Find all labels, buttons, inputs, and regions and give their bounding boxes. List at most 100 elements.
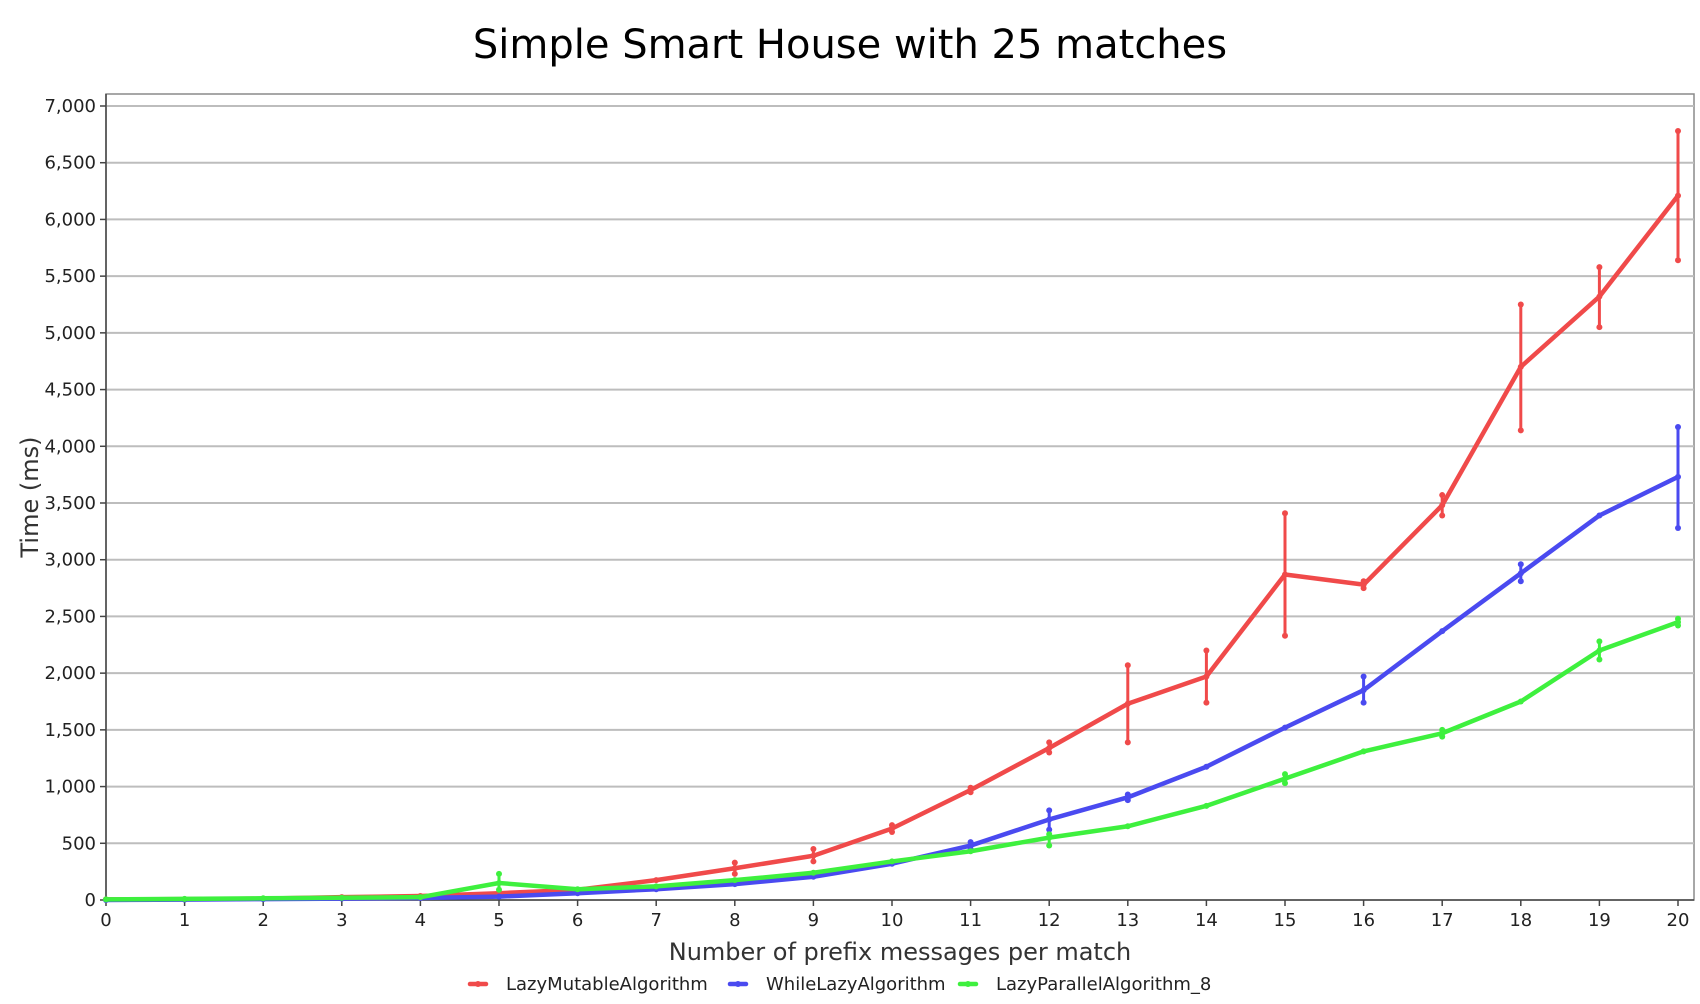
data-point-0-15 [1282, 571, 1288, 578]
data-point-0-7 [653, 877, 660, 884]
x-tick-label-20: 20 [1667, 910, 1690, 931]
x-tick-label-16: 16 [1352, 910, 1375, 931]
legend-label-1: WhileLazyAlgorithm [766, 974, 946, 995]
plot-area [105, 93, 1695, 901]
x-tick-label-13: 13 [1116, 910, 1139, 931]
chart-title: Simple Smart House with 25 matches [473, 22, 1227, 68]
x-tick-label-19: 19 [1588, 910, 1611, 931]
error-cap-low-2-5 [496, 886, 502, 893]
x-tick-label-5: 5 [493, 910, 504, 931]
series-2 [103, 615, 1681, 903]
error-cap-low-0-15 [1282, 632, 1288, 639]
y-tick-label-14: 7,000 [44, 96, 96, 117]
legend-item-0: LazyMutableAlgorithm [467, 974, 708, 995]
data-point-2-13 [1124, 823, 1131, 830]
data-point-0-13 [1124, 700, 1131, 707]
data-point-2-0 [103, 896, 109, 903]
legend-item-2: LazyParallelAlgorithm_8 [957, 974, 1211, 995]
error-cap-low-1-20 [1675, 524, 1681, 531]
error-cap-high-0-20 [1675, 127, 1681, 134]
x-tick-label-9: 9 [808, 910, 819, 931]
grid-lines [106, 105, 1694, 845]
data-point-2-2 [260, 895, 267, 902]
legend-label-0: LazyMutableAlgorithm [506, 974, 708, 995]
data-point-2-12 [1046, 834, 1053, 841]
error-cap-high-0-12 [1046, 739, 1053, 746]
x-tick-label-14: 14 [1195, 910, 1218, 931]
error-cap-high-2-15 [1282, 771, 1288, 778]
data-point-0-14 [1203, 673, 1210, 680]
data-point-2-14 [1203, 802, 1210, 809]
x-tick-label-12: 12 [1038, 910, 1061, 931]
data-point-1-5 [496, 893, 502, 900]
data-point-0-17 [1439, 502, 1446, 509]
series-lines [103, 127, 1681, 903]
data-point-2-5 [496, 879, 502, 886]
x-tick-label-7: 7 [650, 910, 661, 931]
y-tick-label-11: 5,500 [44, 266, 96, 287]
legend-marker-0 [475, 981, 481, 987]
error-cap-high-0-13 [1124, 662, 1131, 669]
data-point-1-12 [1046, 816, 1053, 823]
data-point-0-18 [1517, 363, 1524, 370]
x-tick-label-11: 11 [959, 910, 982, 931]
data-point-1-20 [1675, 473, 1681, 480]
error-cap-high-2-5 [496, 870, 502, 877]
error-cap-high-1-20 [1675, 424, 1681, 431]
data-point-2-10 [889, 858, 895, 865]
data-point-1-18 [1517, 570, 1524, 577]
data-point-2-15 [1282, 775, 1288, 782]
data-point-0-12 [1046, 745, 1053, 752]
data-point-2-7 [653, 883, 660, 890]
error-cap-low-0-19 [1596, 324, 1603, 331]
y-tick-label-9: 4,500 [44, 380, 96, 401]
error-cap-low-0-17 [1439, 512, 1446, 519]
y-tick-label-3: 1,500 [44, 720, 96, 741]
data-point-2-1 [181, 895, 188, 902]
x-tick-label-4: 4 [415, 910, 426, 931]
data-point-1-17 [1439, 628, 1446, 635]
error-cap-high-0-17 [1439, 492, 1446, 499]
error-cap-low-0-9 [810, 858, 817, 865]
y-tick-label-6: 3,000 [44, 550, 96, 571]
data-point-0-8 [731, 865, 738, 872]
data-point-2-3 [338, 894, 345, 901]
y-tick-label-5: 2,500 [44, 606, 96, 627]
x-tick-label-6: 6 [572, 910, 583, 931]
error-cap-low-2-15 [1282, 780, 1288, 787]
data-point-2-16 [1360, 748, 1367, 755]
error-cap-low-0-14 [1203, 699, 1210, 706]
x-tick-label-8: 8 [729, 910, 740, 931]
data-point-2-11 [967, 848, 974, 855]
error-cap-high-0-15 [1282, 510, 1288, 517]
data-point-1-14 [1203, 763, 1210, 770]
error-cap-high-0-9 [810, 845, 817, 852]
y-tick-label-8: 4,000 [44, 436, 96, 457]
legend-label-2: LazyParallelAlgorithm_8 [996, 974, 1211, 995]
data-point-0-10 [889, 825, 895, 832]
y-tick-label-12: 6,000 [44, 209, 96, 230]
x-tick-label-0: 0 [100, 910, 111, 931]
y-tick-label-4: 2,000 [44, 663, 96, 684]
x-axis-label: Number of prefix messages per match [669, 938, 1131, 966]
x-tick-label-15: 15 [1274, 910, 1297, 931]
error-cap-high-1-12 [1046, 807, 1053, 814]
data-point-1-16 [1360, 687, 1367, 694]
data-point-2-20 [1675, 619, 1681, 626]
data-point-2-19 [1596, 647, 1603, 654]
error-cap-high-1-18 [1517, 561, 1524, 568]
y-tick-label-13: 6,500 [44, 153, 96, 174]
error-cap-high-0-19 [1596, 264, 1603, 271]
error-cap-low-0-13 [1124, 739, 1131, 746]
x-tick-label-17: 17 [1431, 910, 1454, 931]
error-cap-low-2-19 [1596, 656, 1603, 663]
legend-marker-2 [965, 981, 971, 987]
y-tick-label-1: 500 [62, 833, 96, 854]
x-tick-label-1: 1 [179, 910, 190, 931]
error-cap-low-0-8 [731, 870, 738, 877]
data-point-2-6 [574, 886, 581, 893]
data-point-0-11 [967, 786, 974, 793]
axes: 0 500 1,000 1,500 2,000 2,500 3,000 3,500 4,000 4… [44, 94, 1694, 931]
